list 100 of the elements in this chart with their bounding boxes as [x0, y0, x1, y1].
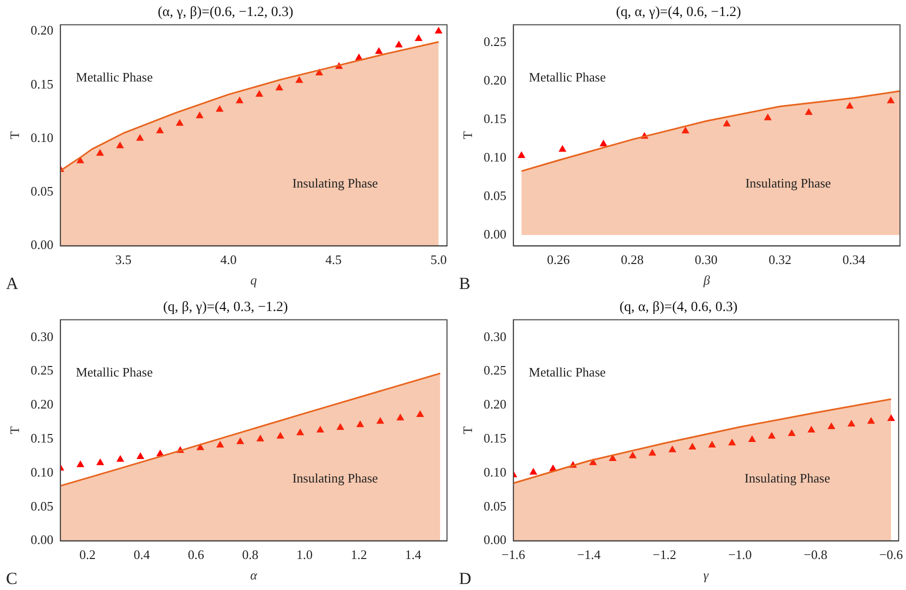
point: [768, 432, 776, 439]
point: [96, 458, 104, 466]
point: [608, 454, 617, 462]
y-tick-label: 0.30: [484, 328, 506, 344]
point: [316, 426, 324, 433]
x-tick-label: 4.5: [325, 252, 342, 268]
y-tick-label: 0.20: [484, 72, 506, 88]
text: B: [459, 274, 470, 293]
y-tick-label: 0.10: [484, 149, 506, 164]
point: [764, 113, 772, 120]
x-tick-label: 3.5: [115, 252, 132, 268]
x-tick-label: 1.4: [404, 547, 422, 562]
y-tick-label: 0.00: [30, 532, 54, 548]
point: [867, 416, 875, 424]
x-tick-label: 0.30: [694, 252, 718, 268]
point: [682, 126, 690, 134]
y-tick-label: 0.15: [30, 430, 54, 446]
point: [156, 126, 164, 134]
annotation: Insulating Phase: [745, 175, 832, 190]
y-tick-label: 0.10: [30, 130, 54, 145]
point: [518, 151, 526, 158]
point: [295, 76, 304, 83]
point: [315, 68, 324, 76]
y-tick-label: 0.05: [30, 498, 54, 514]
point: [628, 452, 637, 458]
chart-title: (q, β, γ)=(4, 0.3, −1.2): [163, 300, 288, 316]
point: [296, 428, 304, 436]
y-tick-label: 0.15: [484, 430, 506, 446]
point: [416, 410, 424, 417]
y-tick-label: 0.00: [30, 237, 54, 252]
y-tick-label: 0.20: [484, 396, 506, 412]
point: [116, 142, 124, 148]
y-tick-label: 0.30: [30, 328, 54, 344]
point: [394, 40, 403, 48]
point: [216, 440, 224, 448]
point: [375, 47, 383, 54]
x-axis-title: γ: [703, 568, 710, 583]
point: [668, 445, 676, 452]
point: [804, 108, 813, 115]
x-tick-label: 0.26: [547, 252, 570, 268]
x-tick-label: −1.4: [577, 547, 602, 562]
x-tick-label: 0.34: [842, 252, 866, 268]
point: [748, 435, 756, 442]
y-tick-label: 0.05: [484, 498, 506, 514]
y-tick-label: 0.20: [30, 22, 54, 38]
annotation: Metallic Phase: [528, 69, 606, 84]
y-axis-title: T: [7, 426, 22, 434]
point: [236, 437, 244, 444]
point: [356, 420, 364, 428]
x-tick-label: 0.4: [134, 547, 150, 562]
point: [434, 26, 442, 34]
y-tick-label: 0.10: [30, 464, 54, 480]
point: [76, 460, 84, 468]
point: [136, 134, 144, 141]
point: [728, 438, 736, 446]
point: [828, 422, 836, 430]
point: [196, 111, 204, 118]
chart-title: (q, α, γ)=(4, 0.6, −1.2): [616, 5, 742, 20]
point: [255, 90, 264, 97]
x-tick-label: −1.0: [728, 547, 752, 562]
point: [236, 96, 244, 104]
point: [76, 156, 84, 164]
x-tick-label: 5.0: [430, 252, 447, 268]
x-tick-label: 1.0: [296, 547, 313, 562]
y-tick-label: 0.25: [484, 34, 506, 49]
text: D: [459, 569, 472, 588]
point: [275, 84, 284, 90]
point: [376, 416, 384, 424]
y-axis-title: T: [7, 131, 22, 140]
point: [722, 120, 731, 126]
annotation: Insulating Phase: [292, 175, 378, 190]
x-axis-title: q: [250, 272, 258, 288]
y-tick-label: 0.20: [30, 396, 54, 412]
y-axis-title: T: [460, 131, 476, 140]
x-tick-label: 0.32: [768, 252, 792, 268]
point: [529, 468, 538, 475]
point: [276, 432, 284, 439]
y-tick-label: 0.05: [30, 184, 54, 199]
annotation: Insulating Phase: [292, 470, 378, 486]
point: [807, 426, 816, 433]
x-tick-label: 1.2: [350, 547, 367, 562]
y-tick-label: 0.15: [484, 110, 506, 126]
point: [558, 145, 566, 152]
point: [688, 442, 696, 450]
y-tick-label: 0.05: [484, 188, 506, 203]
text: A: [6, 274, 19, 293]
point: [788, 429, 796, 436]
point: [336, 423, 344, 430]
x-tick-label: 4.0: [220, 252, 237, 268]
chart-title: (q, α, β)=(4, 0.6, 0.3): [619, 300, 738, 316]
y-tick-label: 0.25: [30, 362, 54, 378]
x-tick-label: 0.6: [188, 547, 205, 562]
y-tick-label: 0.15: [30, 76, 54, 92]
annotation: Metallic Phase: [76, 69, 153, 84]
x-tick-label: −0.6: [879, 547, 904, 562]
point: [96, 149, 104, 156]
text: C: [6, 569, 18, 588]
point: [708, 440, 716, 448]
point: [414, 34, 423, 41]
x-tick-label: 0.2: [79, 547, 96, 562]
